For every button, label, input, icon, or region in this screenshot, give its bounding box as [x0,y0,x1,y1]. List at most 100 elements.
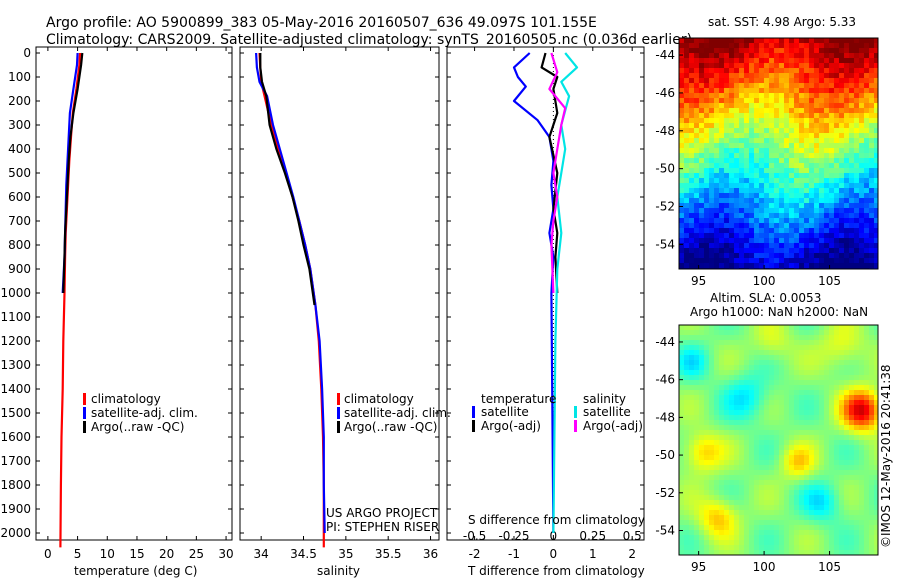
sst-cell [839,38,844,43]
sst-cell [684,228,689,233]
sla-cell [744,410,749,415]
sst-cell [734,218,739,223]
sla-cell [759,400,764,405]
sst-cell [774,243,779,248]
sla-cell [859,385,864,390]
sst-cell [839,148,844,153]
sla-cell [689,375,694,380]
sst-cell [704,218,709,223]
sst-cell [724,198,729,203]
sla-cell [759,325,764,330]
sla-cell [874,490,878,495]
sla-cell [829,330,834,335]
sst-cell [834,248,839,253]
sla-cell [864,420,869,425]
sla-cell [829,420,834,425]
sla-cell [874,530,878,535]
sla-cell [809,550,814,555]
sla-cell [694,420,699,425]
sla-cell [764,435,769,440]
sst-cell [784,258,789,263]
sst-cell [794,43,799,48]
sst-cell [779,108,784,113]
sla-cell [704,380,709,385]
sst-cell [824,148,829,153]
sla-cell [854,455,859,460]
sla-cell [769,455,774,460]
sst-cell [844,53,849,58]
sst-cell [699,58,704,63]
sla-cell [859,345,864,350]
sst-cell [749,218,754,223]
sla-cell [829,505,834,510]
sla-cell [799,530,804,535]
sst-cell [824,168,829,173]
sst-cell [809,243,814,248]
sst-cell [859,168,864,173]
sla-cell [739,465,744,470]
sst-cell [864,103,869,108]
sla-cell [764,480,769,485]
sla-cell [704,375,709,380]
sst-cell [709,173,714,178]
sla-cell [764,450,769,455]
sst-cell [779,238,784,243]
sst-cell [794,163,799,168]
sla-cell [774,370,779,375]
sst-cell [819,123,824,128]
sla-cell [689,390,694,395]
sla-cell [744,545,749,550]
sla-cell [744,345,749,350]
sst-cell [864,253,869,258]
sla-cell [784,500,789,505]
sst-cell [739,98,744,103]
sla-cell [869,365,874,370]
sla-cell [874,345,878,350]
sst-cell [679,113,684,118]
sst-cell [779,263,784,268]
sst-cell [824,173,829,178]
sla-cell [824,390,829,395]
series-line-argo-raw-qc- [259,53,316,306]
sla-cell [804,425,809,430]
sla-cell [754,380,759,385]
sst-cell [709,228,714,233]
sla-cell [749,495,754,500]
sst-cell [869,163,874,168]
sst-cell [689,103,694,108]
sst-cell [794,178,799,183]
sst-cell [689,73,694,78]
sst-cell [814,88,819,93]
sla-cell [724,455,729,460]
sst-cell [839,103,844,108]
sst-cell [714,188,719,193]
sst-cell [689,63,694,68]
sla-cell [684,545,689,550]
sla-cell [809,370,814,375]
sst-cell [734,43,739,48]
sla-cell [794,505,799,510]
sst-cell [734,198,739,203]
sla-cell [809,500,814,505]
sst-cell [834,253,839,258]
sla-cell [689,365,694,370]
sla-cell [874,400,878,405]
sla-cell [864,410,869,415]
sst-cell [734,183,739,188]
sst-cell [794,153,799,158]
legend-label-climatology: climatology [91,392,161,406]
sst-cell [789,83,794,88]
sla-cell [714,330,719,335]
sst-cell [859,133,864,138]
sst-cell [724,238,729,243]
sla-cell [704,500,709,505]
sla-cell [729,390,734,395]
sst-cell [714,133,719,138]
sst-cell [874,163,878,168]
sst-cell [839,53,844,58]
sst-cell [789,133,794,138]
sla-cell [809,365,814,370]
sla-cell [739,545,744,550]
sst-cell [744,198,749,203]
sst-cell [759,233,764,238]
